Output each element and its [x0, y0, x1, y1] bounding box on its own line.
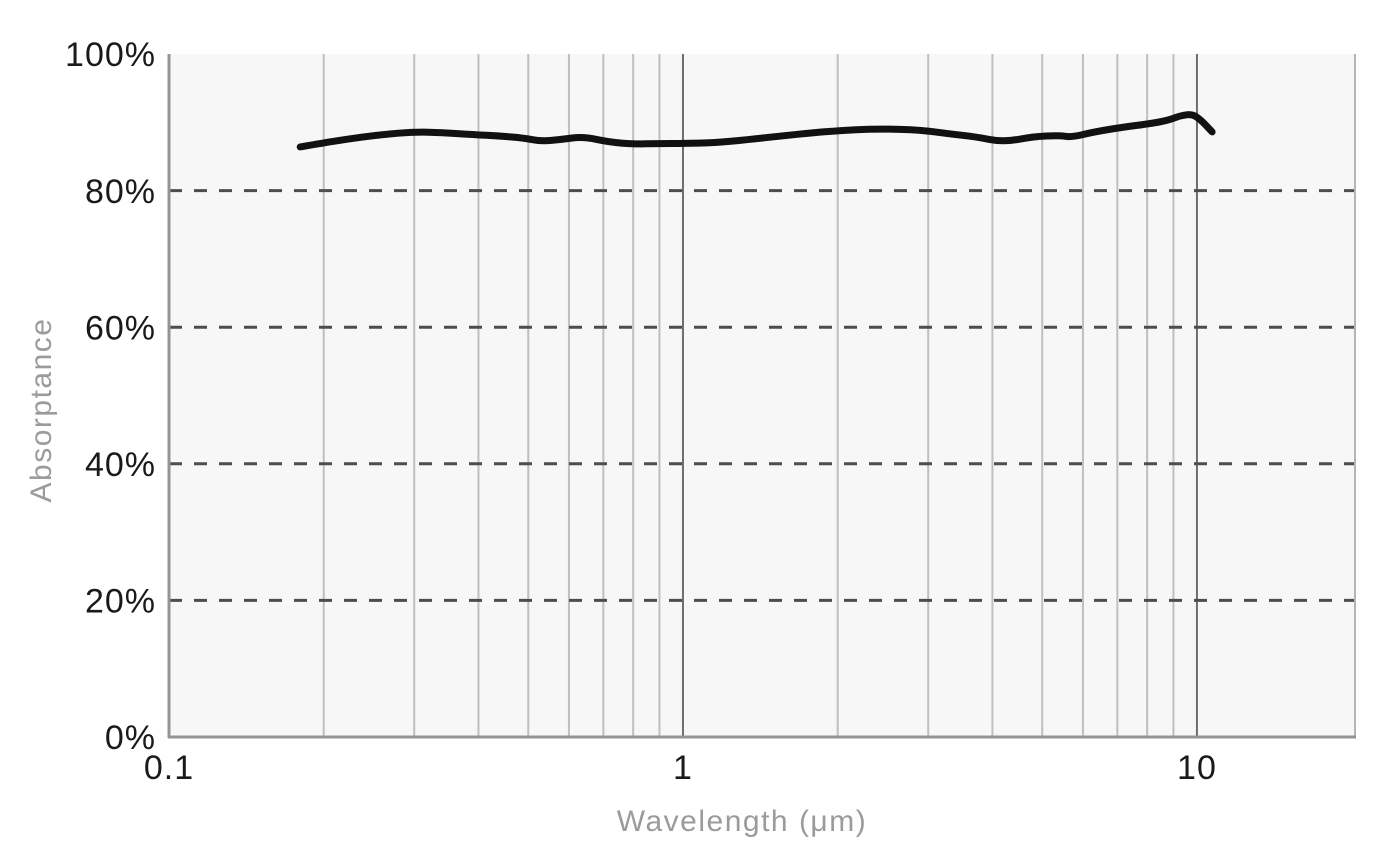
y-tick-label: 80%	[85, 173, 156, 211]
x-axis-title: Wavelength (μm)	[616, 805, 868, 838]
absorptance-series-line	[296, 111, 1216, 151]
y-tick-label: 100%	[65, 36, 156, 74]
x-tick-label: 0.1	[144, 749, 194, 787]
y-axis-title: Absorptance	[25, 317, 58, 503]
plot-area-background	[169, 54, 1355, 737]
y-tick-label: 20%	[85, 583, 156, 621]
y-tick-label: 0%	[105, 719, 156, 757]
y-tick-label: 60%	[85, 309, 156, 347]
x-tick-label: 10	[1177, 749, 1217, 787]
y-tick-label: 40%	[85, 446, 156, 484]
x-tick-label: 1	[673, 749, 693, 787]
